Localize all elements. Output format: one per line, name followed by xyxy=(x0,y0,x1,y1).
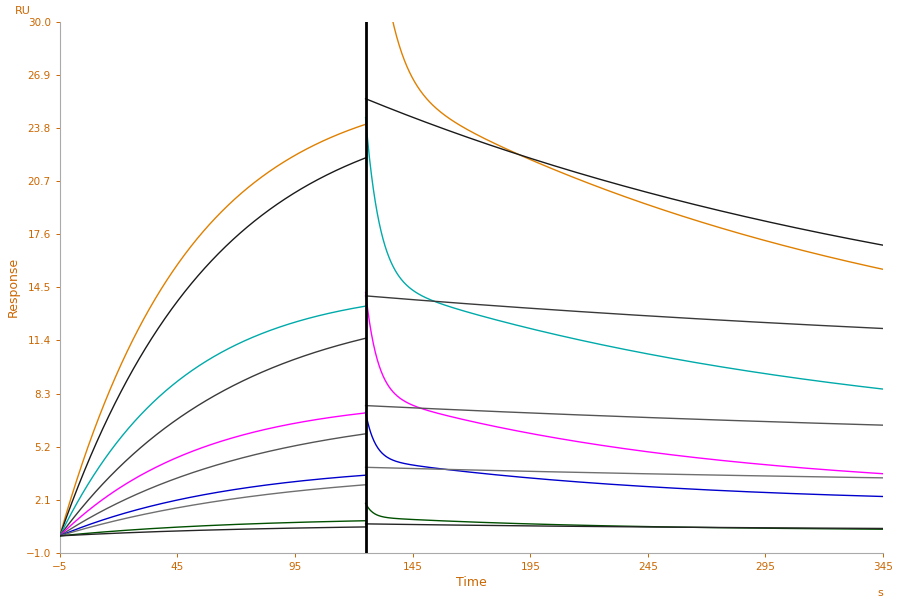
Text: RU: RU xyxy=(14,6,31,16)
Y-axis label: Response: Response xyxy=(7,257,20,317)
X-axis label: Time: Time xyxy=(456,576,487,589)
Text: s: s xyxy=(878,587,883,598)
